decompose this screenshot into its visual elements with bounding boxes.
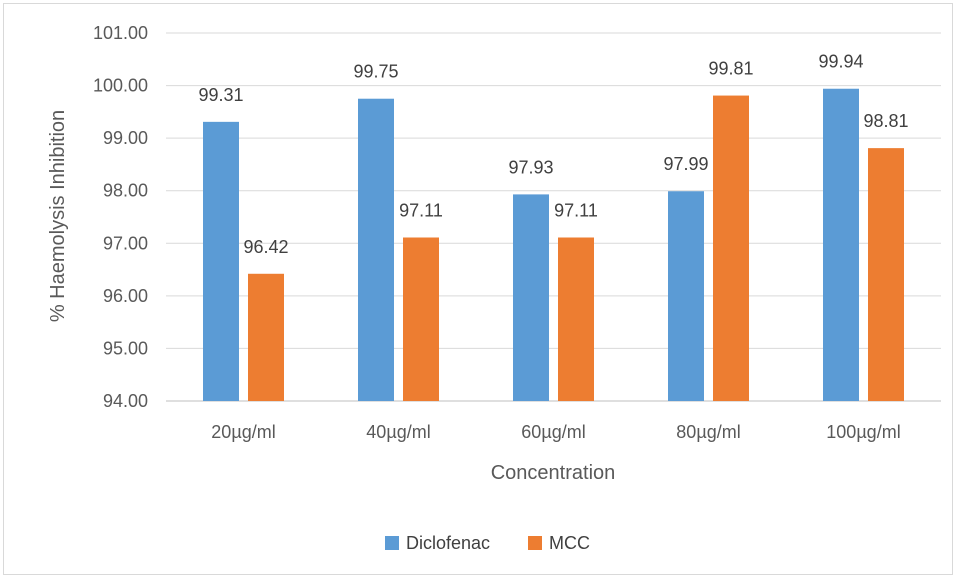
y-axis-title: % Haemolysis Inhibition xyxy=(47,110,69,322)
y-tick-label: 94.00 xyxy=(103,391,148,411)
bar-diclofenac-1 xyxy=(358,98,394,401)
bar-mcc-1 xyxy=(403,237,439,401)
data-label: 97.11 xyxy=(554,201,598,221)
x-tick-label: 20µg/ml xyxy=(211,422,275,442)
chart-frame xyxy=(3,3,953,575)
y-tick-label: 100.00 xyxy=(93,76,148,96)
bar-mcc-4 xyxy=(868,148,904,401)
y-tick-label: 98.00 xyxy=(103,181,148,201)
data-label: 99.75 xyxy=(353,62,398,82)
legend-swatch-mcc xyxy=(528,536,542,550)
y-axis-ticks: 94.00 95.00 96.00 97.00 98.00 99.00 100.00 101.… xyxy=(93,23,148,411)
legend-swatch-diclofenac xyxy=(385,536,399,550)
x-tick-label: 60µg/ml xyxy=(521,422,585,442)
data-label: 97.93 xyxy=(508,157,553,177)
bar-diclofenac-4 xyxy=(823,88,859,402)
data-labels: 99.31 96.42 99.75 97.11 97.93 97.11 97.99 99.81… xyxy=(198,52,908,257)
data-label: 98.81 xyxy=(863,111,908,131)
y-tick-label: 97.00 xyxy=(103,233,148,253)
bar-mcc-3 xyxy=(713,95,749,401)
x-tick-label: 80µg/ml xyxy=(676,422,740,442)
data-label: 99.81 xyxy=(708,59,753,79)
x-tick-label: 40µg/ml xyxy=(366,422,430,442)
y-tick-label: 96.00 xyxy=(103,286,148,306)
bar-diclofenac-3 xyxy=(668,191,704,401)
bar-mcc-2 xyxy=(558,237,594,401)
data-label: 97.11 xyxy=(399,201,443,221)
bar-diclofenac-2 xyxy=(513,194,549,401)
bar-diclofenac-0 xyxy=(203,121,239,402)
data-label: 99.31 xyxy=(198,85,243,105)
bars xyxy=(203,88,904,402)
data-label: 97.99 xyxy=(663,154,708,174)
x-axis-ticks: 20µg/ml 40µg/ml 60µg/ml 80µg/ml 100µg/ml xyxy=(211,422,900,442)
y-tick-label: 95.00 xyxy=(103,338,148,358)
legend-label-diclofenac: Diclofenac xyxy=(406,533,490,553)
data-label: 96.42 xyxy=(243,237,288,257)
x-tick-label: 100µg/ml xyxy=(826,422,900,442)
gridlines xyxy=(166,32,941,402)
data-label: 99.94 xyxy=(818,52,863,72)
y-tick-label: 101.00 xyxy=(93,23,148,43)
bar-mcc-0 xyxy=(248,273,284,401)
x-axis-title: Concentration xyxy=(491,462,616,484)
legend-label-mcc: MCC xyxy=(549,533,590,553)
legend: Diclofenac MCC xyxy=(385,533,590,553)
y-tick-label: 99.00 xyxy=(103,128,148,148)
